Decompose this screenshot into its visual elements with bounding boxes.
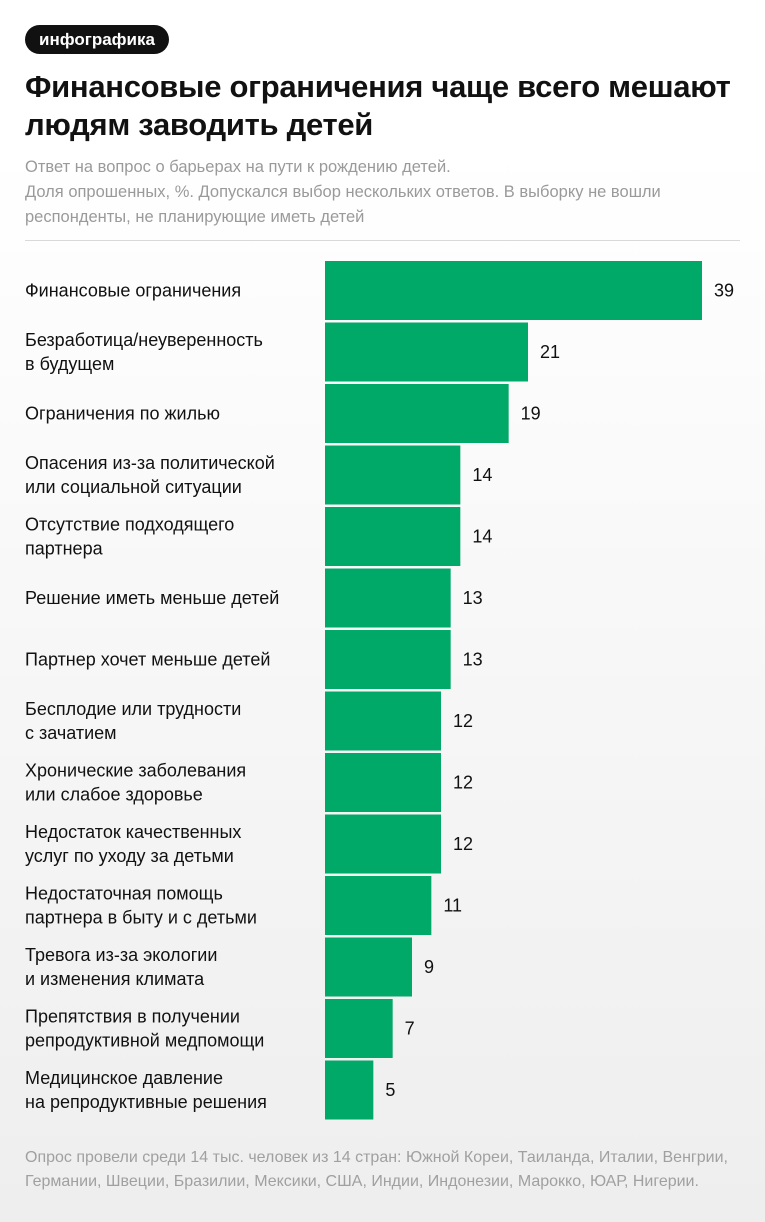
chart-subtitle: Ответ на вопрос о барьерах на пути к рож… bbox=[25, 155, 740, 230]
category-label-14-line-1: Медицинское давление bbox=[25, 1068, 223, 1088]
value-label-10: 12 bbox=[453, 834, 473, 854]
bar-11 bbox=[325, 876, 432, 935]
category-label-13-line-1: Препятствия в получении bbox=[25, 1007, 240, 1027]
value-label-7: 13 bbox=[463, 650, 483, 670]
category-label-12-line-1: Тревога из-за экологии bbox=[25, 945, 217, 965]
category-label-10-line-2: услуг по уходу за детьми bbox=[25, 846, 234, 866]
infographic-badge: инфографика bbox=[25, 25, 169, 54]
bar-14 bbox=[325, 1060, 374, 1120]
category-label-9-line-2: или слабое здоровье bbox=[25, 785, 203, 805]
bar-12 bbox=[325, 937, 412, 997]
bar-6 bbox=[325, 568, 451, 628]
value-label-8: 12 bbox=[453, 711, 473, 731]
value-label-13: 7 bbox=[405, 1019, 415, 1039]
category-label-8-line-2: с зачатием bbox=[25, 723, 117, 743]
subtitle-line-3: респонденты, не планирующие иметь детей bbox=[25, 208, 365, 226]
bar-10 bbox=[325, 814, 441, 874]
category-label-5-line-1: Отсутствие подходящего bbox=[25, 515, 234, 535]
value-label-2: 21 bbox=[540, 342, 560, 362]
category-label-11-line-2: партнера в быту и с детьми bbox=[25, 908, 257, 928]
category-label-12-line-2: и изменения климата bbox=[25, 969, 205, 989]
category-label-11-line-1: Недостаточная помощь bbox=[25, 884, 223, 904]
category-label-10-line-1: Недостаток качественных bbox=[25, 822, 241, 842]
category-label-3: Ограничения по жилью bbox=[25, 404, 220, 424]
bar-13 bbox=[325, 999, 393, 1058]
value-label-5: 14 bbox=[472, 527, 492, 547]
category-label-7: Партнер хочет меньше детей bbox=[25, 650, 270, 670]
bar-8 bbox=[325, 691, 441, 751]
bar-9 bbox=[325, 753, 441, 812]
category-label-6: Решение иметь меньше детей bbox=[25, 588, 279, 608]
value-label-11: 11 bbox=[443, 896, 462, 916]
value-label-4: 14 bbox=[472, 465, 492, 485]
category-label-5-line-2: партнера bbox=[25, 539, 104, 559]
value-label-9: 12 bbox=[453, 773, 473, 793]
value-label-1: 39 bbox=[714, 281, 734, 301]
category-label-1: Финансовые ограничения bbox=[25, 281, 241, 301]
value-label-14: 5 bbox=[385, 1080, 395, 1100]
category-label-2-line-1: Безработица/неуверенность bbox=[25, 330, 263, 350]
subtitle-line-2: Доля опрошенных, %. Допускался выбор нес… bbox=[25, 183, 661, 201]
category-label-8-line-1: Бесплодие или трудности bbox=[25, 699, 241, 719]
category-label-9-line-1: Хронические заболевания bbox=[25, 761, 246, 781]
bar-3 bbox=[325, 384, 509, 443]
survey-footnote: Опрос провели среди 14 тыс. человек из 1… bbox=[25, 1149, 728, 1190]
category-label-4-line-2: или социальной ситуации bbox=[25, 477, 242, 497]
value-label-6: 13 bbox=[463, 588, 483, 608]
category-label-4-line-1: Опасения из-за политической bbox=[25, 453, 275, 473]
bar-7 bbox=[325, 630, 451, 689]
header-divider bbox=[25, 240, 740, 241]
bar-4 bbox=[325, 445, 461, 505]
category-label-13-line-2: репродуктивной медпомощи bbox=[25, 1031, 264, 1051]
page-title: Финансовые ограничения чаще всего мешают… bbox=[25, 69, 731, 142]
value-label-3: 19 bbox=[521, 404, 541, 424]
value-label-12: 9 bbox=[424, 957, 434, 977]
bar-2 bbox=[325, 322, 528, 382]
subtitle-line-1: Ответ на вопрос о барьерах на пути к рож… bbox=[25, 158, 451, 176]
bar-5 bbox=[325, 507, 461, 566]
category-label-14-line-2: на репродуктивные решения bbox=[25, 1092, 267, 1112]
bar-1 bbox=[325, 261, 702, 320]
category-label-2-line-2: в будущем bbox=[25, 354, 114, 374]
